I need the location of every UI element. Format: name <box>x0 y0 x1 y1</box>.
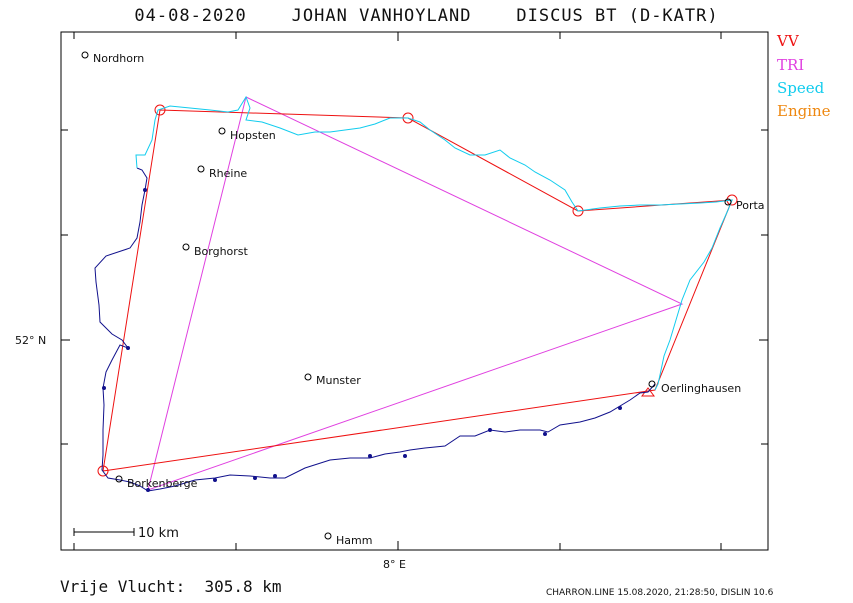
footer-text: CHARRON.LINE 15.08.2020, 21:28:50, DISLI… <box>546 588 774 598</box>
tri-route <box>147 96 684 491</box>
place-oerlinghausen: Oerlinghausen <box>648 380 741 395</box>
svg-text:Hamm: Hamm <box>336 534 372 547</box>
distance-text: Vrije Vlucht: 305.8 km <box>60 577 282 596</box>
place-rheine: Rheine <box>197 165 247 180</box>
flight-track-dark <box>94 167 656 492</box>
scale-bar <box>73 528 135 536</box>
lon-label: 8° E <box>383 558 406 571</box>
svg-text:Porta: Porta <box>736 199 765 212</box>
svg-text:Oerlinghausen: Oerlinghausen <box>661 382 741 395</box>
places: Nordhorn Hopsten Rheine Borghorst Munste… <box>81 51 765 547</box>
svg-text:Hopsten: Hopsten <box>230 129 276 142</box>
place-borghorst: Borghorst <box>182 243 249 258</box>
map-title: 04-08-2020 JOHAN VANHOYLAND DISCUS BT (D… <box>134 6 719 26</box>
map-frame <box>60 31 769 551</box>
svg-text:Borghorst: Borghorst <box>194 245 249 258</box>
place-nordhorn: Nordhorn <box>81 51 144 65</box>
vv-turnpoints <box>97 104 738 477</box>
place-munster: Munster <box>304 373 361 387</box>
svg-text:Borkenberge: Borkenberge <box>127 477 198 490</box>
track-points <box>102 188 622 492</box>
place-hopsten: Hopsten <box>218 127 276 142</box>
lat-label: 52° N <box>15 334 46 347</box>
place-hamm: Hamm <box>324 532 372 547</box>
legend-speed: Speed <box>777 79 825 97</box>
svg-text:Rheine: Rheine <box>209 167 247 180</box>
svg-text:Munster: Munster <box>316 374 361 387</box>
legend-tri: TRI <box>777 56 805 74</box>
scale-label: 10 km <box>138 526 179 541</box>
legend-engine: Engine <box>777 102 831 120</box>
place-borkenberge: Borkenberge <box>115 475 198 490</box>
flight-track-speed <box>135 95 733 391</box>
legend-vv: VV <box>777 32 799 50</box>
svg-text:Nordhorn: Nordhorn <box>93 52 144 65</box>
place-porta: Porta <box>724 198 765 212</box>
axis-ticks <box>61 32 768 550</box>
